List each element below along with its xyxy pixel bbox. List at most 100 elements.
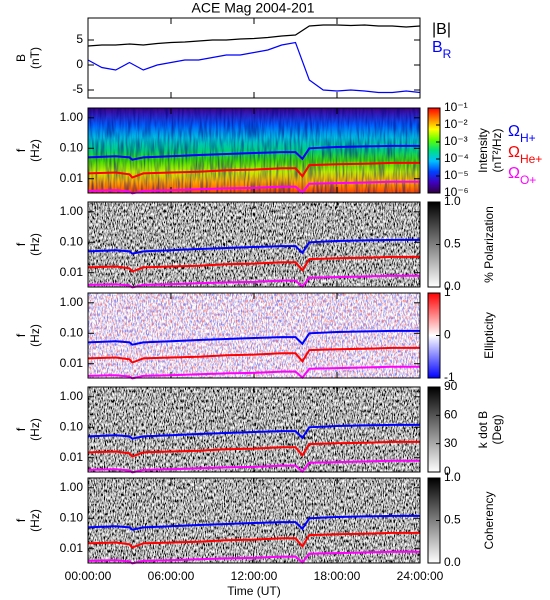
legend-name: |B| xyxy=(432,21,451,38)
y-tick-label: 0 xyxy=(76,57,83,71)
colorbar-tick-label: 0 xyxy=(444,464,451,478)
legend-label: |B| xyxy=(432,21,451,38)
spectrogram-texture xyxy=(88,387,420,472)
colorbar-label: (Deg) xyxy=(490,414,504,444)
series-line xyxy=(87,161,420,179)
colorbar-label: % Polarization xyxy=(482,206,496,283)
y-axis-label: (Hz) xyxy=(28,418,42,441)
y-axis-label: f xyxy=(14,427,28,431)
legend-label: ΩHe+ xyxy=(508,144,542,166)
y-axis-label: f xyxy=(14,148,28,152)
x-tick-label: 18:00:00 xyxy=(314,569,361,583)
y-axis-label: f xyxy=(14,518,28,522)
y-tick-label: 0.01 xyxy=(60,541,84,555)
x-axis-label: Time (UT) xyxy=(227,584,281,598)
colorbar-tick-label: 1.0 xyxy=(444,470,461,484)
colorbar-tick-label: -1 xyxy=(444,370,455,384)
colorbar-tick-label: 60 xyxy=(444,408,458,422)
y-tick-label: 0.10 xyxy=(60,140,84,154)
colorbar-tick-label: 0.5 xyxy=(444,237,461,251)
colorbar-tick-label: 10⁻⁴ xyxy=(444,151,469,165)
colorbar-tick-label: 90 xyxy=(444,379,458,393)
colorbar-tick-label: 0.0 xyxy=(444,279,461,293)
colorbar-tick-label: 0 xyxy=(444,328,451,342)
y-axis-label: f xyxy=(14,333,28,337)
colorbar-tick-label: 30 xyxy=(444,436,458,450)
y-tick-label: 0.10 xyxy=(60,325,84,339)
y-tick-label: 0.01 xyxy=(60,265,84,279)
x-tick-label: 00:00:00 xyxy=(65,569,112,583)
y-axis-label: B xyxy=(14,54,28,62)
colorbar-tick-label: 10⁻¹ xyxy=(444,100,468,114)
series-line xyxy=(87,255,420,273)
y-tick-label: 5 xyxy=(76,32,83,46)
y-axis-label: (Hz) xyxy=(28,324,42,347)
legend-subscript: H+ xyxy=(520,131,536,145)
colorbar-tick-label: 1 xyxy=(444,285,451,299)
colorbar-label: Ellipticity xyxy=(482,312,496,359)
series-line xyxy=(87,440,420,458)
spectrogram-texture xyxy=(88,293,420,378)
plot-frame xyxy=(87,477,421,564)
y-tick-label: 1.00 xyxy=(60,295,84,309)
series-line xyxy=(87,24,421,47)
series-line xyxy=(87,514,420,531)
chart-title: ACE Mag 2004-201 xyxy=(192,0,315,16)
legend-label: ΩH+ xyxy=(508,123,536,145)
legend-name: Ω xyxy=(508,144,520,161)
series-line xyxy=(87,238,420,255)
y-tick-label: 1.00 xyxy=(60,389,84,403)
plot-frame xyxy=(87,386,421,473)
y-tick-label: 0.01 xyxy=(60,450,84,464)
y-axis-label: (Hz) xyxy=(28,233,42,256)
plot-frame xyxy=(87,292,421,379)
y-axis-label: (Hz) xyxy=(28,139,42,162)
spectrogram-texture xyxy=(88,478,420,563)
x-tick-label: 12:00:00 xyxy=(231,569,278,583)
plot-frame xyxy=(87,107,421,194)
spectrogram-texture xyxy=(88,202,420,287)
x-tick-label: 06:00:00 xyxy=(148,569,195,583)
y-tick-label: 1.00 xyxy=(60,480,84,494)
y-tick-label: 1.00 xyxy=(60,204,84,218)
colorbar-label: k dot B xyxy=(476,411,490,448)
legend-name: Ω xyxy=(508,165,520,182)
series-line xyxy=(87,531,420,549)
series-line xyxy=(87,346,420,364)
legend-subscript: O+ xyxy=(520,173,536,187)
series-line xyxy=(87,144,420,161)
series-line xyxy=(87,423,420,440)
y-tick-label: 0.01 xyxy=(60,356,84,370)
x-tick-label: 24:00:00 xyxy=(397,569,444,583)
y-tick-label: 1.00 xyxy=(60,110,84,124)
legend-label: BR xyxy=(432,39,452,61)
spectrogram-texture xyxy=(88,108,420,193)
y-axis-label: (nT) xyxy=(28,47,42,69)
y-tick-label: 0.10 xyxy=(60,234,84,248)
colorbar-label: Intensity xyxy=(476,128,490,173)
colorbar-tick-label: 0.5 xyxy=(444,513,461,527)
y-axis-label: (Hz) xyxy=(28,509,42,532)
colorbar-tick-label: 1.0 xyxy=(444,194,461,208)
y-tick-label: 0.10 xyxy=(60,419,84,433)
colorbar-label: Coherency xyxy=(482,491,496,549)
legend-name: Ω xyxy=(508,123,520,140)
plot-frame xyxy=(87,201,421,288)
legend-label: ΩO+ xyxy=(508,165,536,187)
y-axis-label: f xyxy=(14,242,28,246)
colorbar-tick-label: 10⁻² xyxy=(444,117,468,131)
y-tick-label: 0.10 xyxy=(60,510,84,524)
legend-name: B xyxy=(432,39,443,56)
colorbar-tick-label: 10⁻⁵ xyxy=(444,168,469,182)
y-tick-label: -5 xyxy=(72,82,83,96)
series-line xyxy=(87,41,421,94)
plot-frame xyxy=(87,17,421,99)
colorbar-tick-label: 0.0 xyxy=(444,555,461,569)
colorbar xyxy=(427,107,441,194)
colorbar-tick-label: 10⁻³ xyxy=(444,134,468,148)
colorbar-label: (nT²/Hz) xyxy=(490,129,504,173)
colorbar-tick-label: 10⁻⁶ xyxy=(444,185,469,199)
y-tick-label: 0.01 xyxy=(60,171,84,185)
legend-subscript: R xyxy=(443,47,452,61)
legend-subscript: He+ xyxy=(520,152,542,166)
